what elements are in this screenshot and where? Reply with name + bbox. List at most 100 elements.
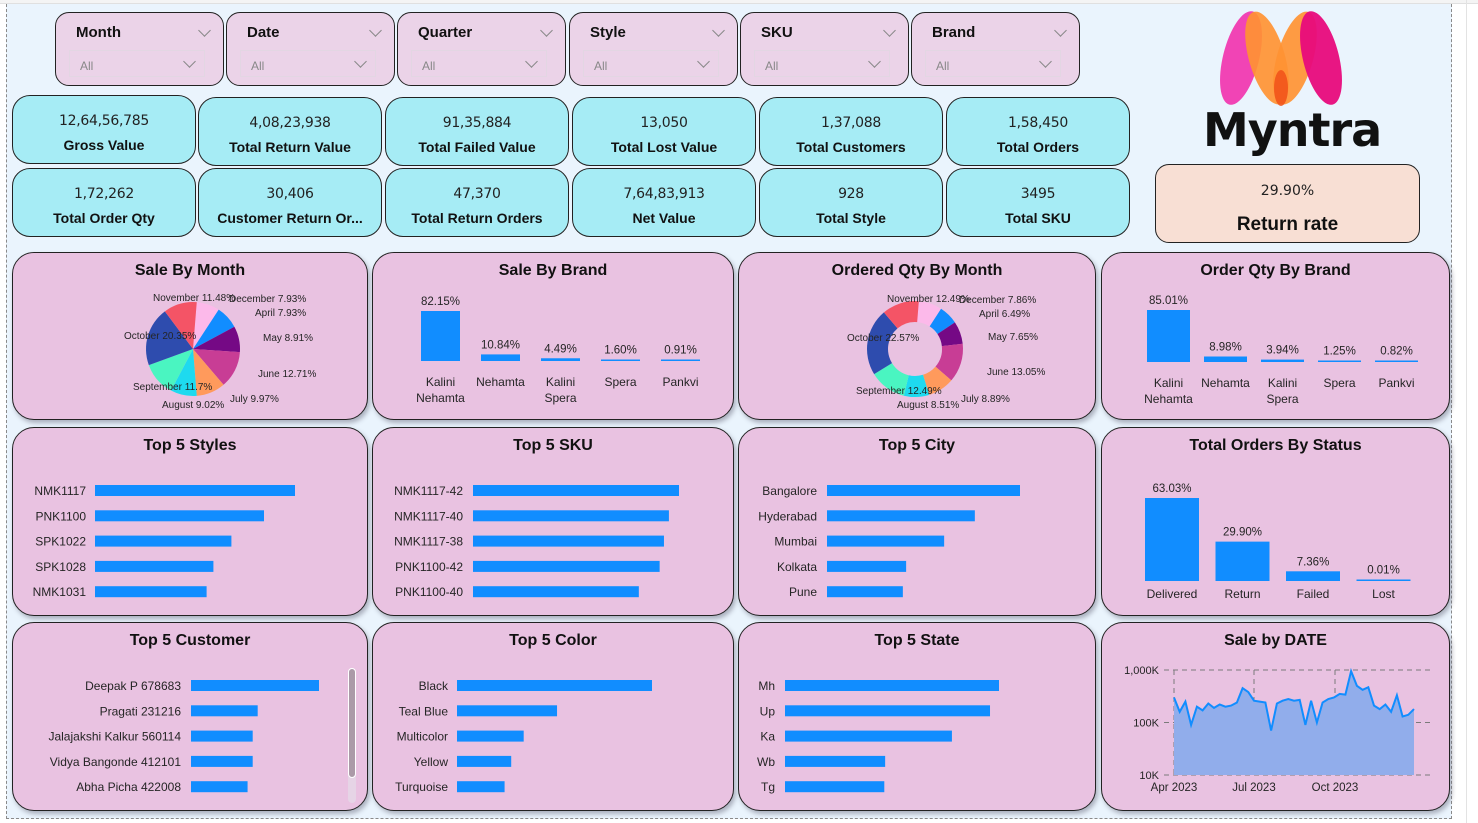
axis-label: Nehamta [416,391,465,405]
axis-label: Pankvi [1378,376,1414,390]
kpi-total-sku: 3495 Total SKU [946,168,1130,237]
slicer-dropdown[interactable]: All [925,50,1061,77]
axis-label: Tg [761,780,775,794]
y-tick-label: 100K [1133,718,1159,730]
slicer-sku[interactable]: SKU All [740,12,909,86]
chevron-down-icon[interactable] [369,24,382,37]
chart-title: Ordered Qty By Month [831,262,1003,279]
slicer-brand[interactable]: Brand All [911,12,1080,86]
kpi-value: 91,35,884 [442,115,512,131]
slicer-dropdown[interactable]: All [69,50,205,77]
slicer-month[interactable]: Month All [55,12,224,86]
pie-slice-december [917,301,942,327]
chevron-down-icon[interactable] [198,24,211,37]
pie-slice-april [193,309,235,349]
chart-top5-state[interactable]: Top 5 State Mh Up Ka Wb Tg [738,622,1096,811]
data-label: April 7.93% [255,308,306,319]
chart-sale-by-brand[interactable]: Sale By Brand 82.15% Kalini Nehamta 10.84% N… [372,252,734,420]
bar [1204,356,1247,362]
bar [827,586,903,598]
kpi-total-customers: 1,37,088 Total Customers [759,97,943,166]
axis-label: Kalini [546,375,575,389]
data-label: October 20.35% [124,331,196,342]
chevron-down-icon [1039,55,1052,68]
data-label: May 8.91% [263,333,313,344]
chart-sale-by-date[interactable]: Sale by DATE 10K 100K 1,000K Apr 2023 Jul 20… [1101,622,1450,811]
bar [541,358,580,361]
slicer-dropdown[interactable]: All [583,50,719,77]
slicer-value: All [80,59,94,73]
bar [661,359,700,361]
data-label: 7.36% [1297,556,1330,568]
chart-top5-city[interactable]: Top 5 City Bangalore Hyderabad Mumbai Kolka… [738,427,1096,616]
data-label: 1.25% [1323,346,1356,358]
slicer-title: Brand [932,24,976,41]
chevron-down-icon[interactable] [1054,24,1067,37]
chart-top5-sku[interactable]: Top 5 SKU NMK1117-42 NMK1117-40 NMK1117-38… [372,427,734,616]
chart-order-qty-by-brand[interactable]: Order Qty By Brand 85.01% Kalini Nehamta 8.… [1101,252,1450,420]
scrollbar-thumb[interactable] [348,668,356,778]
slicer-title: SKU [761,24,793,41]
kpi-label: Total Style [816,210,886,226]
chart-top5-styles[interactable]: Top 5 Styles NMK1117 PNK1100 SPK1022 SPK102… [12,427,368,616]
chevron-down-icon [354,55,367,68]
slicer-date[interactable]: Date All [226,12,395,86]
bar-chart: Bangalore Hyderabad Mumbai Kolkata Pune [758,484,1020,599]
axis-label: Nehamta [1144,392,1193,406]
slicer-title: Month [76,24,121,41]
chevron-down-icon[interactable] [712,24,725,37]
chevron-down-icon[interactable] [540,24,553,37]
scrollbar-track[interactable] [348,668,356,803]
chart-title: Top 5 Color [509,632,597,649]
slicer-dropdown[interactable]: All [754,50,890,77]
slicer-dropdown[interactable]: All [240,50,376,77]
kpi-label: Total SKU [1005,210,1071,226]
bar [457,680,652,691]
chart-sale-by-month[interactable]: Sale By Month November 11.48% December 7.… [12,252,368,420]
chart-title: Sale By Brand [498,262,608,279]
bar [1215,541,1270,581]
chart-ordered-qty-by-month[interactable]: Ordered Qty By Month November 12.49% Dece… [738,252,1096,420]
axis-label: SPK1022 [35,535,86,549]
axis-label: Lost [1372,587,1395,601]
chart-top5-customer[interactable]: Top 5 Customer Deepak P 678683 Pragati 23… [12,622,368,811]
bar [785,781,885,793]
data-label: December 7.93% [229,294,306,305]
bar [457,755,512,767]
bar-chart: Mh Up Ka Wb Tg [757,679,999,794]
data-label: April 6.49% [979,309,1030,320]
pie-slice-september [874,363,909,396]
pie-slice-december [193,302,219,349]
bar [785,755,886,767]
kpi-label: Customer Return Or... [217,210,363,226]
pie-slice-june [193,349,240,385]
pie-slice-october [146,311,193,366]
kpi-value: 7,64,83,913 [623,186,705,202]
slicer-style[interactable]: Style All [569,12,738,86]
bar-chart: Black Teal Blue Multicolor Yellow Turquoise [395,679,652,794]
data-label: 29.90% [1223,527,1262,539]
chart-title: Total Orders By Status [1189,437,1362,454]
chart-top5-color[interactable]: Top 5 Color Black Teal Blue Multicolor Yell… [372,622,734,811]
chart-orders-by-status[interactable]: Total Orders By Status 63.03% Delivered 29… [1101,427,1450,616]
bar [1375,360,1418,362]
axis-label: Mh [758,679,775,693]
area-chart: 10K 100K 1,000K Apr 2023 Jul 2023 Oct 2023 [1124,665,1432,794]
data-label: July 8.89% [961,394,1010,405]
axis-label: Return [1224,587,1260,601]
slicer-title: Style [590,24,626,41]
slicer-dropdown[interactable]: All [411,50,547,77]
return-rate-value: 29.90% [1260,183,1315,199]
bar [191,781,248,793]
slicer-title: Quarter [418,24,473,41]
axis-label: Pune [789,585,817,599]
slicer-quarter[interactable]: Quarter All [397,12,566,86]
chevron-down-icon[interactable] [883,24,896,37]
data-label: September 11.7% [133,382,212,393]
bar [1318,360,1361,362]
data-label: 85.01% [1149,295,1188,307]
data-label: 3.94% [1266,345,1299,357]
bar [191,705,258,717]
data-label: May 7.65% [988,332,1038,343]
data-label: August 8.51% [897,400,959,411]
